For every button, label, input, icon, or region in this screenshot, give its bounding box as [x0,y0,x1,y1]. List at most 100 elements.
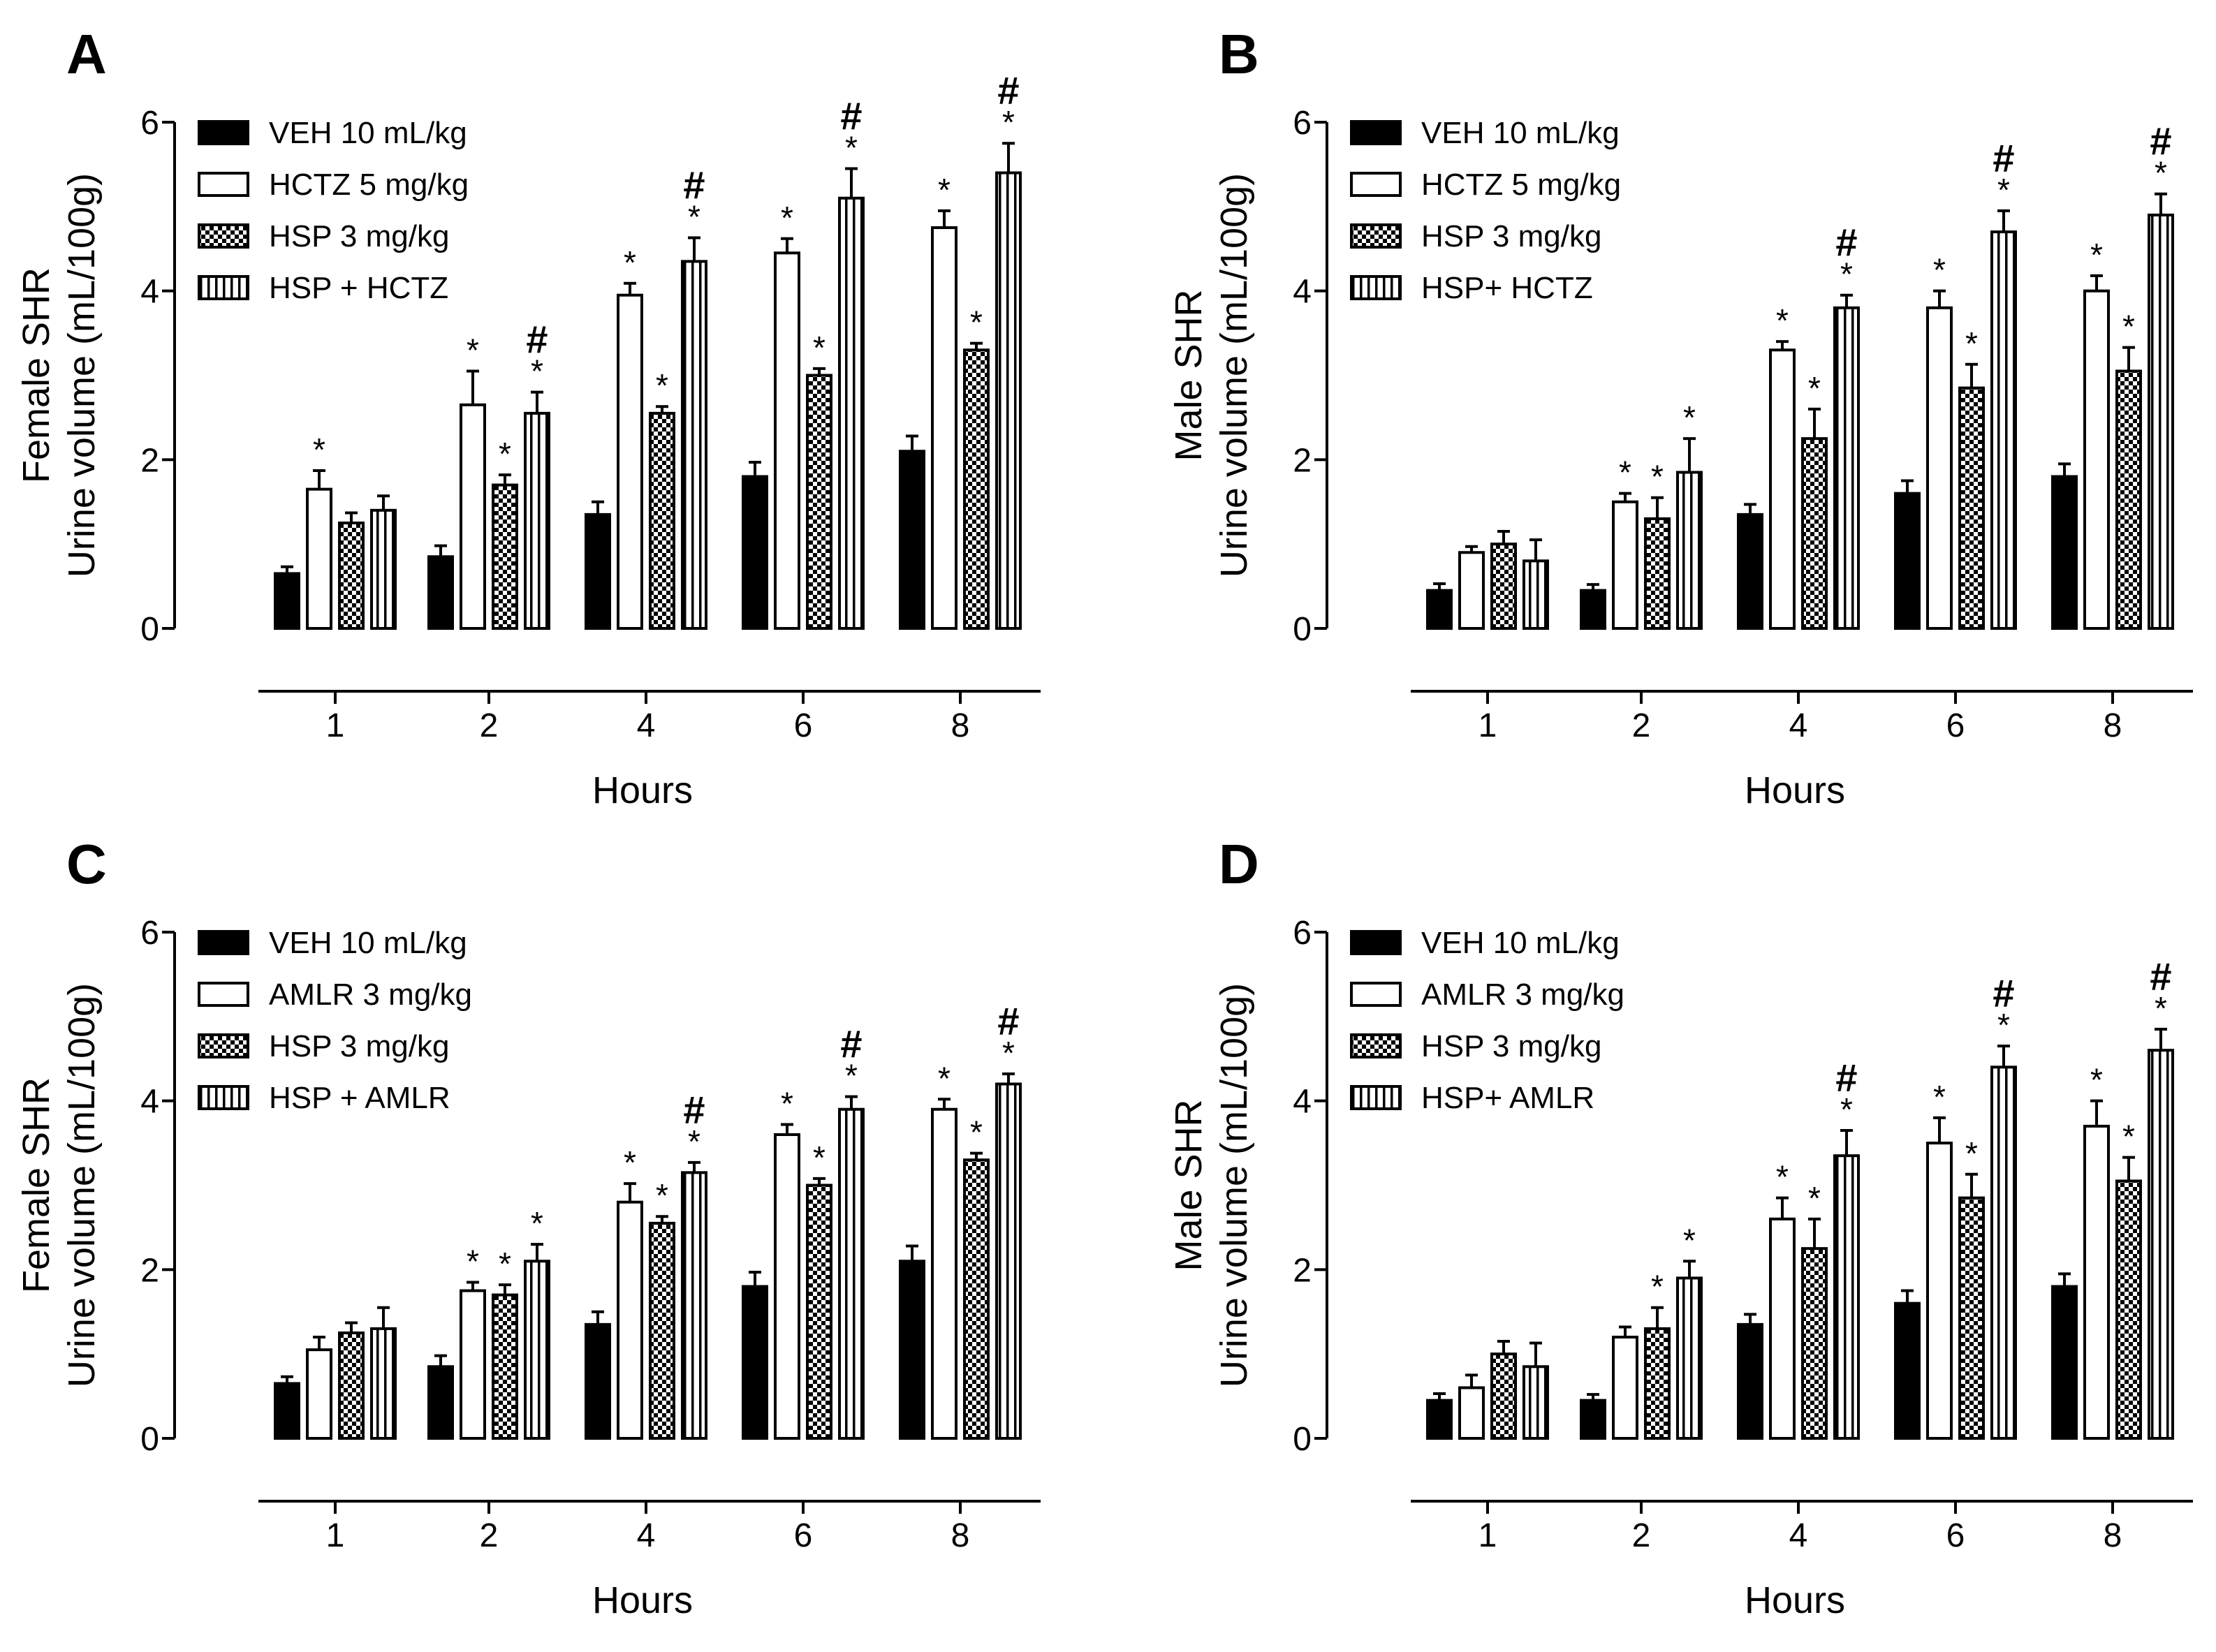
significance-star: * [845,129,858,165]
bar [649,1221,675,1440]
bar [306,1348,332,1440]
significance-star: * [656,367,668,404]
significance-star: * [1997,1007,2010,1043]
legend-swatch [1350,1085,1402,1110]
legend-label: AMLR 3 mg/kg [1421,978,1624,1012]
y-tick-label: 2 [140,442,159,479]
legend-label: HCTZ 5 mg/kg [1421,168,1621,202]
bar [1990,230,2017,630]
panel-letter: C [66,833,107,895]
bar [931,226,957,630]
bar [1737,512,1763,630]
bar [1612,500,1638,630]
legend-label: HSP 3 mg/kg [1421,1029,1601,1063]
bar [585,512,611,630]
significance-star: * [2155,990,2167,1026]
x-axis-title: Hours [592,1579,693,1621]
y-tick-label: 2 [1293,442,1312,479]
significance-star: * [688,1123,700,1160]
significance-star: * [2155,155,2167,191]
bar [1458,1386,1485,1440]
y-tick-label: 4 [140,1084,159,1121]
legend-swatch [198,982,249,1007]
y-tick-label: 0 [1293,611,1312,648]
bar [742,475,768,630]
bar [585,1322,611,1440]
bar [1958,1196,1985,1440]
y-axis-title-line2: Urine volume (mL/100g) [1213,173,1255,577]
significance-star: * [531,353,543,390]
legend-swatch [1350,982,1402,1007]
legend-swatch [198,172,249,197]
bar [1833,306,1860,630]
significance-star: * [781,1086,793,1122]
significance-star: * [1683,399,1696,436]
significance-hash: # [526,318,548,362]
significance-star: * [1683,1222,1696,1258]
x-tick-label: 1 [326,707,345,744]
legend-label: VEH 10 mL/kg [269,926,467,960]
legend: VEH 10 mL/kg AMLR 3 mg/kg HSP 3 mg/kg HSP +… [198,926,472,1115]
bar [1926,306,1953,630]
legend-swatch [198,275,249,300]
significance-hash: # [2150,119,2171,163]
significance-star: * [467,1243,479,1279]
significance-star: * [813,1140,826,1176]
bar [1801,1247,1828,1440]
y-tick-label: 2 [1293,1252,1312,1289]
legend-label: HSP+ AMLR [1421,1081,1594,1115]
significance-star: * [1965,325,1978,362]
significance-hash: # [997,68,1019,112]
bar [2148,1049,2174,1440]
significance-hash: # [840,1022,862,1066]
x-tick-label: 8 [951,1517,970,1554]
legend-label: VEH 10 mL/kg [269,116,467,150]
bar [2051,1285,2078,1440]
panel-a: A 0 2 4 6 Female SHR Urine volume (mL/100g) 1 2 4… [15,23,1041,811]
bar [2115,1179,2142,1440]
significance-hash: # [1993,971,2014,1015]
significance-star: * [845,1058,858,1094]
series-3: * * * * [338,1114,990,1440]
legend-swatch [1350,1033,1402,1059]
panel-c: C 0 2 4 6 Female SHR Urine volume (mL/100g) 1 2 4… [15,833,1041,1621]
significance-hash: # [683,1088,705,1132]
significance-star: * [1651,1269,1664,1305]
x-axis-title: Hours [1745,769,1845,811]
bar [274,1382,300,1440]
y-axis-title-line1: Male SHR [1168,289,1210,461]
legend-label: HCTZ 5 mg/kg [269,168,469,202]
bar [1580,589,1606,630]
bar [1769,1217,1796,1440]
significance-star: * [2122,1119,2135,1155]
series-3: * * * * [1490,1119,2142,1440]
bar [1458,551,1485,630]
y-tick-label: 4 [140,274,159,311]
panel-letter: D [1219,833,1259,895]
y-tick-label: 0 [1293,1421,1312,1458]
significance-star: * [531,1205,543,1241]
x-axis-title: Hours [592,769,693,811]
series-4: **#*# *# [370,999,1022,1440]
bar [617,1200,643,1440]
series-1 [1426,1272,2078,1440]
bar [2051,475,2078,630]
y-axis-title-line1: Female SHR [15,267,57,483]
legend-label: HSP + HCTZ [269,271,448,305]
bar [1801,437,1828,630]
y-tick-label: 6 [1293,915,1312,952]
x-axis-title: Hours [1745,1579,1845,1621]
bar [1522,1365,1549,1440]
bar [1894,1301,1921,1440]
x-tick-label: 6 [794,1517,813,1554]
significance-star: * [1965,1135,1978,1172]
significance-hash: # [683,163,705,207]
x-tick-label: 4 [637,707,656,744]
significance-star: * [656,1177,668,1214]
y-tick-label: 4 [1293,1084,1312,1121]
series-3: * * * * [1490,309,2142,630]
bar [838,196,865,630]
bar [427,1365,454,1440]
significance-star: * [970,304,983,341]
bar [338,1331,365,1440]
